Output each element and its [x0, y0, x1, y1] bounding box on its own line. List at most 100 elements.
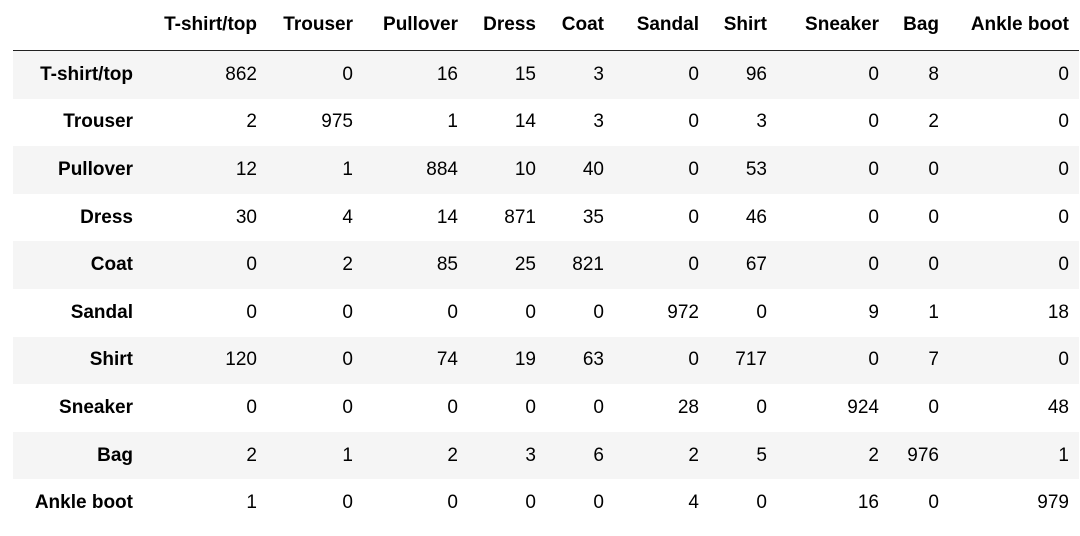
table-cell: 0: [868, 158, 879, 180]
table-cell: 0: [593, 492, 604, 514]
table-cell: 0: [868, 111, 879, 133]
table-cell: 10: [514, 158, 536, 180]
table-cell: 1: [928, 301, 939, 323]
column-header: Pullover: [363, 0, 468, 51]
table-cell: 1: [447, 111, 458, 133]
table-cell: 0: [688, 206, 699, 228]
column-header: Bag: [889, 0, 949, 51]
table-cell: 14: [514, 111, 536, 133]
table-row: Bag 2 1 2 3 6 2 5 2 976 1: [13, 431, 1079, 480]
table-cell: 15: [514, 63, 536, 85]
table-cell: 46: [745, 206, 767, 228]
table-cell: 0: [868, 63, 879, 85]
table-cell: 0: [688, 254, 699, 276]
table-cell: 53: [745, 158, 767, 180]
table-cell: 35: [582, 206, 604, 228]
table-cell: 2: [868, 444, 879, 466]
table-cell: 3: [756, 111, 767, 133]
table-cell: 0: [1058, 349, 1069, 371]
table-row: Sandal 0 0 0 0 0 972 0 9 1 18: [13, 288, 1079, 337]
table-cell: 1: [342, 158, 353, 180]
table-row: Dress 30 4 14 871 35 0 46 0 0 0: [13, 193, 1079, 242]
table-cell: 74: [436, 349, 458, 371]
table-cell: 0: [525, 301, 536, 323]
table-cell: 0: [688, 63, 699, 85]
table-cell: 0: [447, 396, 458, 418]
column-header: Sneaker: [777, 0, 889, 51]
table-cell: 0: [593, 301, 604, 323]
table-cell: 0: [928, 158, 939, 180]
row-header: Sneaker: [59, 396, 133, 418]
table-row: Sneaker 0 0 0 0 0 28 0 924 0 48: [13, 384, 1079, 432]
table-cell: 1: [1058, 444, 1069, 466]
table-cell: 0: [593, 396, 604, 418]
row-header: T-shirt/top: [40, 63, 133, 85]
table-cell: 0: [1058, 158, 1069, 180]
table-cell: 0: [868, 254, 879, 276]
table-cell: 2: [688, 444, 699, 466]
table-cell: 0: [1058, 206, 1069, 228]
table-cell: 0: [342, 301, 353, 323]
column-header: T-shirt/top: [143, 0, 267, 51]
table-cell: 3: [525, 444, 536, 466]
table-cell: 0: [688, 158, 699, 180]
row-header: Pullover: [58, 158, 133, 180]
table-cell: 2: [342, 254, 353, 276]
table-cell: 3: [593, 111, 604, 133]
column-header: Ankle boot: [949, 0, 1079, 51]
table-cell: 924: [847, 396, 879, 418]
table-row: Coat 0 2 85 25 821 0 67 0 0 0: [13, 241, 1079, 289]
table-cell: 0: [868, 206, 879, 228]
table-cell: 0: [688, 111, 699, 133]
table-cell: 0: [342, 63, 353, 85]
table-cell: 0: [525, 396, 536, 418]
table-cell: 9: [868, 301, 879, 323]
table-cell: 3: [593, 63, 604, 85]
table-cell: 4: [688, 492, 699, 514]
table-cell: 1: [342, 444, 353, 466]
table-cell: 0: [1058, 254, 1069, 276]
table-cell: 14: [436, 206, 458, 228]
column-header: Trouser: [267, 0, 363, 51]
table-row: Trouser 2 975 1 14 3 0 3 0 2 0: [13, 98, 1079, 147]
table-cell: 18: [1047, 301, 1069, 323]
table-cell: 871: [504, 206, 536, 228]
table-cell: 0: [688, 349, 699, 371]
confusion-matrix-table: T-shirt/top Trouser Pullover Dress Coat Sanda…: [13, 0, 1079, 527]
table-row: T-shirt/top 862 0 16 15 3 0 96 0 8 0: [13, 50, 1079, 99]
row-header: Ankle boot: [34, 492, 133, 514]
table-cell: 0: [342, 492, 353, 514]
table-cell: 12: [235, 158, 257, 180]
table-cell: 4: [342, 206, 353, 228]
table-cell: 48: [1047, 396, 1069, 418]
table-cell: 0: [928, 396, 939, 418]
row-header: Bag: [97, 444, 133, 466]
table-cell: 67: [745, 254, 767, 276]
table-cell: 0: [756, 396, 767, 418]
table-cell: 120: [225, 349, 257, 371]
table-cell: 25: [514, 254, 536, 276]
table-cell: 972: [667, 301, 699, 323]
table-cell: 0: [1058, 111, 1069, 133]
row-header: Dress: [80, 206, 133, 228]
table-cell: 2: [928, 111, 939, 133]
table-cell: 0: [447, 492, 458, 514]
table-body: T-shirt/top 862 0 16 15 3 0 96 0 8 0 Trouser 2 975 1 14…: [13, 50, 1079, 527]
row-header: Trouser: [63, 111, 133, 133]
table-cell: 8: [928, 63, 939, 85]
table-cell: 0: [868, 349, 879, 371]
confusion-matrix-table-container: T-shirt/top Trouser Pullover Dress Coat Sanda…: [13, 0, 1079, 527]
table-cell: 19: [514, 349, 536, 371]
table-cell: 0: [447, 301, 458, 323]
table-cell: 717: [735, 349, 767, 371]
table-cell: 0: [246, 396, 257, 418]
corner-cell: [13, 0, 143, 51]
table-cell: 28: [677, 396, 699, 418]
column-header: Sandal: [614, 0, 709, 51]
table-cell: 0: [342, 396, 353, 418]
table-cell: 0: [246, 254, 257, 276]
table-cell: 30: [235, 206, 257, 228]
column-header: Shirt: [709, 0, 777, 51]
table-row: Shirt 120 0 74 19 63 0 717 0 7 0: [13, 336, 1079, 385]
table-cell: 0: [1058, 63, 1069, 85]
